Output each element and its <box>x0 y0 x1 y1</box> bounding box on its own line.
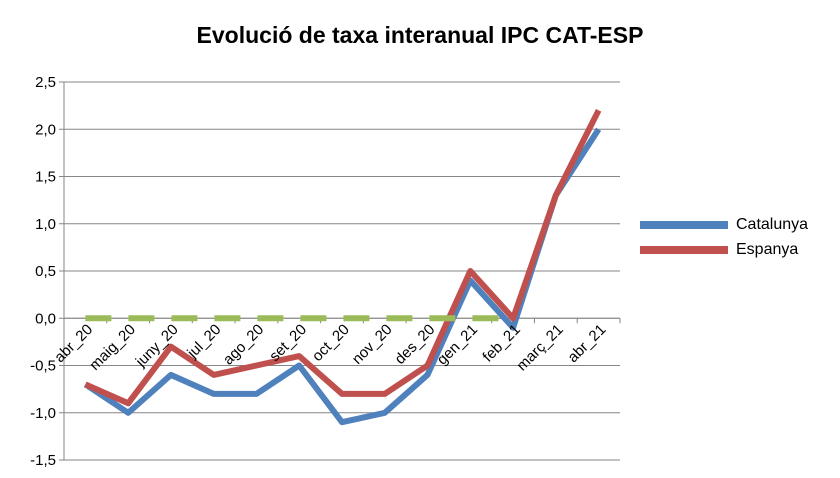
chart-legend: Catalunya Espanya <box>640 212 808 262</box>
y-tick-label: 1,5 <box>35 169 56 186</box>
y-tick-label: 2,0 <box>35 121 56 138</box>
y-tick-label: 0,5 <box>35 263 56 280</box>
legend-label-espanya: Espanya <box>736 240 799 258</box>
x-tick-label: nov_20 <box>349 321 396 368</box>
y-tick-label: -1,0 <box>30 405 56 422</box>
x-tick-label: març_21 <box>513 321 566 374</box>
legend-item-catalunya: Catalunya <box>640 212 808 237</box>
y-tick-label: -1,5 <box>30 452 56 469</box>
legend-swatch-catalunya <box>640 220 728 229</box>
legend-swatch-espanya <box>640 245 728 254</box>
x-tick-label: oct_20 <box>309 321 353 365</box>
x-tick-label: ago_20 <box>220 321 267 368</box>
y-tick-label: -0,5 <box>30 358 56 375</box>
x-tick-label: abr_21 <box>564 321 609 366</box>
legend-label-catalunya: Catalunya <box>736 215 809 233</box>
y-tick-label: 2,5 <box>35 74 56 91</box>
legend-item-espanya: Espanya <box>640 237 808 262</box>
series-line-espanya <box>84 108 602 407</box>
x-tick-label: jul_20 <box>183 321 224 362</box>
y-tick-label: 1,0 <box>35 216 56 233</box>
y-tick-label: 0,0 <box>35 310 56 327</box>
chart-title: Evolució de taxa interanual IPC CAT-ESP <box>196 22 644 48</box>
series-line-catalunya <box>83 127 602 426</box>
